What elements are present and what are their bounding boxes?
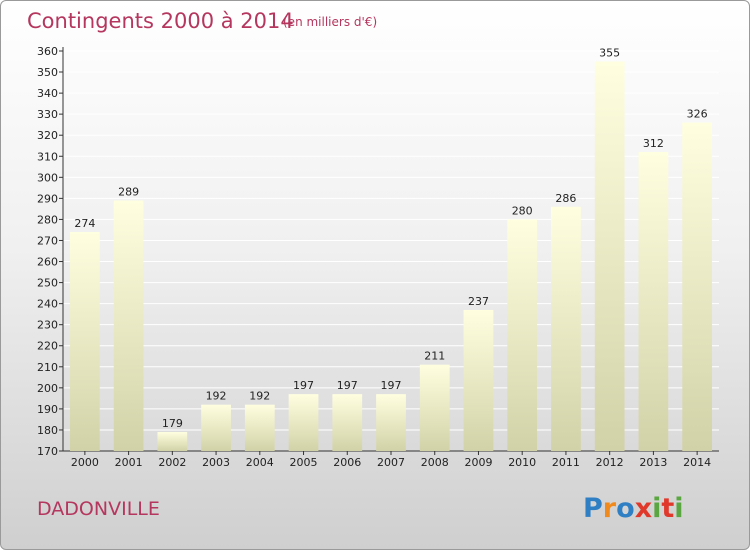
x-tick-label-2013: 2013 xyxy=(639,456,667,469)
y-tick-label: 280 xyxy=(37,213,58,226)
bar-2007 xyxy=(376,394,406,451)
x-tick-label-2009: 2009 xyxy=(464,456,492,469)
proxiti-logo: Proxiti xyxy=(583,493,684,524)
value-label-2000: 274 xyxy=(74,217,95,230)
value-label-2002: 179 xyxy=(162,417,183,430)
y-tick-label: 170 xyxy=(37,445,58,458)
bar-2014 xyxy=(682,122,713,451)
logo-letter: x xyxy=(635,493,652,524)
x-tick-label-2001: 2001 xyxy=(115,456,143,469)
value-label-2009: 237 xyxy=(468,295,489,308)
logo-letter: i xyxy=(674,493,683,524)
value-label-2008: 211 xyxy=(424,350,445,363)
x-tick-label-2004: 2004 xyxy=(246,456,274,469)
x-tick-label-2005: 2005 xyxy=(290,456,318,469)
x-tick-label-2011: 2011 xyxy=(552,456,580,469)
x-tick-label-2012: 2012 xyxy=(596,456,624,469)
chart-title: Contingents 2000 à 2014 xyxy=(27,9,294,33)
y-tick-label: 200 xyxy=(37,382,58,395)
bar-2004 xyxy=(244,404,275,451)
y-tick-label: 330 xyxy=(37,108,58,121)
y-tick-label: 250 xyxy=(37,277,58,290)
y-tick-label: 340 xyxy=(37,87,58,100)
value-label-2003: 192 xyxy=(206,390,227,403)
logo-letter: i xyxy=(652,493,661,524)
place-name: DADONVILLE xyxy=(37,498,160,520)
labels: 170 180 190 200 210 220 230 240 250 260 270 280 290 3… xyxy=(37,45,711,469)
y-tick-label: 310 xyxy=(37,150,58,163)
y-tick-label: 270 xyxy=(37,234,58,247)
y-tick-label: 210 xyxy=(37,361,58,374)
x-tick-label-2002: 2002 xyxy=(158,456,186,469)
y-tick-label: 190 xyxy=(37,403,58,416)
x-tick-label-2007: 2007 xyxy=(377,456,405,469)
value-label-2007: 197 xyxy=(381,379,402,392)
x-tick-label-2000: 2000 xyxy=(71,456,99,469)
y-tick-label: 240 xyxy=(37,298,58,311)
x-tick-label-2010: 2010 xyxy=(508,456,536,469)
value-label-2012: 355 xyxy=(599,47,620,60)
value-label-2010: 280 xyxy=(512,204,533,217)
bar-2008 xyxy=(419,364,450,451)
x-tick-label-2003: 2003 xyxy=(202,456,230,469)
bar-2003 xyxy=(201,404,231,451)
y-tick-label: 300 xyxy=(37,171,58,184)
value-label-2004: 192 xyxy=(249,390,270,403)
x-tick-label-2014: 2014 xyxy=(683,456,711,469)
bar-2000 xyxy=(69,232,100,451)
value-label-2014: 326 xyxy=(687,108,708,121)
bar-2001 xyxy=(113,200,144,451)
value-label-2001: 289 xyxy=(118,185,139,198)
x-tick-label-2006: 2006 xyxy=(333,456,361,469)
logo-letter: t xyxy=(661,493,674,524)
logo-letter: o xyxy=(616,493,635,524)
bar-2002 xyxy=(157,432,188,451)
bar-2006 xyxy=(332,394,363,451)
y-tick-label: 220 xyxy=(37,340,58,353)
y-tick-label: 350 xyxy=(37,66,58,79)
value-label-2013: 312 xyxy=(643,137,664,150)
y-tick-label: 260 xyxy=(37,256,58,269)
value-label-2005: 197 xyxy=(293,379,314,392)
logo-letter: P xyxy=(583,493,603,524)
value-label-2006: 197 xyxy=(337,379,358,392)
y-tick-label: 230 xyxy=(37,319,58,332)
y-tick-label: 320 xyxy=(37,129,58,142)
bar-2012 xyxy=(594,61,625,452)
y-tick-label: 290 xyxy=(37,192,58,205)
bar-2005 xyxy=(288,394,319,451)
y-tick-label: 360 xyxy=(37,45,58,58)
chart-subtitle: (en milliers d'€) xyxy=(283,15,377,29)
bar-2013 xyxy=(638,152,669,452)
x-tick-label-2008: 2008 xyxy=(421,456,449,469)
bar-2010 xyxy=(507,219,538,451)
logo-letter: r xyxy=(603,493,617,524)
bar-2011 xyxy=(551,206,581,451)
value-label-2011: 286 xyxy=(555,192,576,205)
y-tick-label: 180 xyxy=(37,424,58,437)
bars xyxy=(69,61,713,452)
bar-2009 xyxy=(463,309,494,451)
